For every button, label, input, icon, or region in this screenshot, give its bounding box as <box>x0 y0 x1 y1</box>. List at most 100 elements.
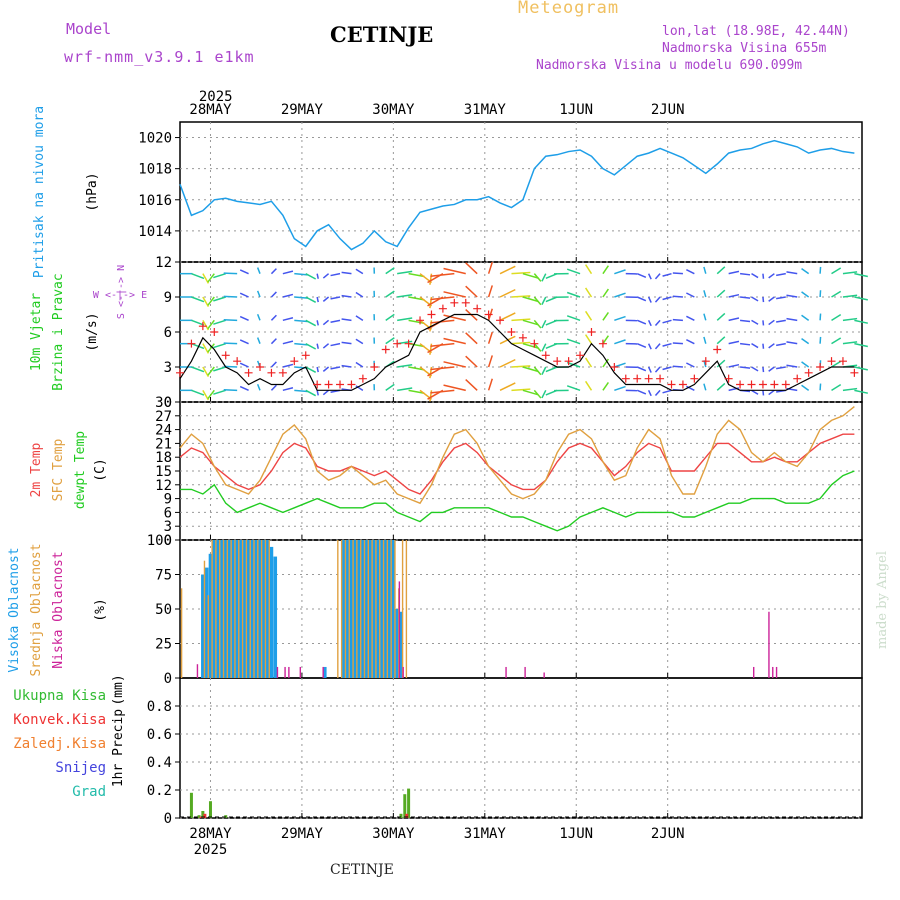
ytick-label-temperature-1: 3 <box>164 519 172 535</box>
wind-arrow-1-1 <box>191 296 205 303</box>
wind-arrow-31-1 <box>533 296 542 306</box>
wind-arrow-46-0 <box>703 266 707 274</box>
gust-marker-2 <box>198 322 207 331</box>
wind-arrow-5-0 <box>223 272 238 275</box>
gust-marker-23 <box>438 304 447 313</box>
wind-arrow-50-5 <box>751 389 759 395</box>
wind-compass-h: W <-|-> E <box>93 290 147 301</box>
wind-arrow-50-2 <box>751 319 759 325</box>
wind-arrow-51-4 <box>762 366 765 373</box>
gust-marker-3 <box>210 328 219 336</box>
wind-axis-title-1: 10m Vjetar <box>29 293 44 371</box>
wind-compass-v: S <-|-> N <box>116 265 127 319</box>
bottom-day-label-5: 2JUN <box>651 826 685 842</box>
wind-arrow-32-1 <box>541 296 547 305</box>
gust-marker-4 <box>221 351 230 360</box>
cloud-bar-0-10 <box>239 540 243 678</box>
wind-arrow-32-5 <box>541 389 547 399</box>
wind-arrow-24-5 <box>430 389 455 394</box>
wind-arrow-9-3 <box>282 340 294 345</box>
wind-arrow-28-0 <box>499 265 516 275</box>
wind-arrow-40-5 <box>636 389 647 395</box>
wind-arrow-57-4 <box>831 360 842 368</box>
wind-arrow-6-4 <box>239 362 249 368</box>
wind-arrow-38-1 <box>614 292 626 298</box>
wind-arrow-36-3 <box>584 334 593 345</box>
wind-arrow-47-4 <box>716 359 726 368</box>
wind-arrow-25-2 <box>443 314 466 322</box>
cloud-bar-0-22 <box>345 540 350 678</box>
wind-arrow-14-3 <box>330 342 341 347</box>
panel-frame-precip <box>179 677 863 819</box>
precip-legend-3: Snijeg <box>55 760 106 776</box>
wind-arrow-43-5 <box>662 389 672 394</box>
gust-marker-43 <box>667 380 676 389</box>
wind-arrow-30-2 <box>522 319 539 326</box>
wind-arrow-7-2 <box>256 313 261 321</box>
wind-arrow-26-0 <box>465 262 478 275</box>
wind-arrow-15-3 <box>341 341 352 345</box>
wind-arrow-45-1 <box>686 292 695 298</box>
gust-marker-19 <box>393 339 402 348</box>
pressure-unit: (hPa) <box>85 172 100 211</box>
wind-arrow-41-1 <box>647 296 652 303</box>
wind-arrow-37-0 <box>602 265 610 275</box>
wind-arrow-43-2 <box>662 319 672 324</box>
gust-marker-14 <box>336 380 345 389</box>
wind-arrow-2-0 <box>202 273 210 284</box>
wind-arrow-12-2 <box>316 320 319 326</box>
wind-arrow-31-0 <box>533 273 542 282</box>
gust-marker-36 <box>587 328 596 336</box>
wind-arrow-7-3 <box>256 337 261 344</box>
cloud-bar-0-11 <box>242 540 247 678</box>
wind-arrow-49-0 <box>739 272 751 276</box>
gust-marker-16 <box>358 374 367 383</box>
wind-arrow-1-3 <box>191 342 205 350</box>
wind-arrow-53-0 <box>776 272 786 277</box>
wind-arrow-18-5 <box>385 383 395 391</box>
wind-arrow-40-2 <box>636 319 647 325</box>
wind-arrow-38-2 <box>614 315 626 322</box>
wind-arrow-59-3 <box>854 342 868 348</box>
wind-arrow-20-0 <box>408 272 425 278</box>
gust-marker-22 <box>427 310 436 319</box>
wind-arrow-52-3 <box>768 343 775 349</box>
wind-arrow-14-4 <box>330 366 341 370</box>
cloud-bar-0-20 <box>322 666 327 678</box>
wind-arrow-42-2 <box>654 319 661 326</box>
wind-arrow-50-1 <box>751 296 759 302</box>
gust-marker-47 <box>713 345 722 354</box>
wind-arrow-37-4 <box>602 358 610 368</box>
bottom-day-label-3: 31MAY <box>464 826 507 842</box>
wind-arrow-54-3 <box>786 341 798 345</box>
gust-marker-30 <box>518 333 527 342</box>
wind-arrow-30-4 <box>522 366 539 373</box>
gust-marker-48 <box>724 374 733 383</box>
wind-arrow-18-2 <box>385 313 395 321</box>
wind-arrow-48-0 <box>728 270 740 275</box>
wind-arrow-13-0 <box>322 273 330 279</box>
gust-marker-37 <box>598 339 607 348</box>
gust-marker-18 <box>381 345 390 354</box>
wind-arrow-22-4 <box>429 366 433 379</box>
wind-arrow-29-5 <box>511 388 531 392</box>
precip-unit: (mm) <box>111 674 126 705</box>
wind-arrow-3-1 <box>207 296 215 306</box>
cloud-bar-0-14 <box>254 540 259 678</box>
wind-arrow-12-0 <box>316 273 319 279</box>
precip-bar-0-7 <box>407 788 411 818</box>
gust-marker-44 <box>678 380 687 389</box>
wind-arrow-43-0 <box>662 272 672 277</box>
wind-arrow-50-0 <box>751 273 759 279</box>
wind-arrow-1-5 <box>191 389 205 396</box>
wind-arrow-7-0 <box>256 267 261 274</box>
wind-arrow-10-5 <box>294 389 308 393</box>
wind-arrow-5-1 <box>223 295 238 298</box>
wind-arrow-55-5 <box>801 384 810 391</box>
wind-arrow-25-1 <box>443 291 466 298</box>
cloud-bar-0-34 <box>391 540 396 678</box>
wind-arrow-42-0 <box>654 273 661 280</box>
wind-arrow-45-2 <box>686 315 695 322</box>
bottom-day-label-4: 1JUN <box>559 826 593 842</box>
gust-marker-6 <box>244 368 253 377</box>
